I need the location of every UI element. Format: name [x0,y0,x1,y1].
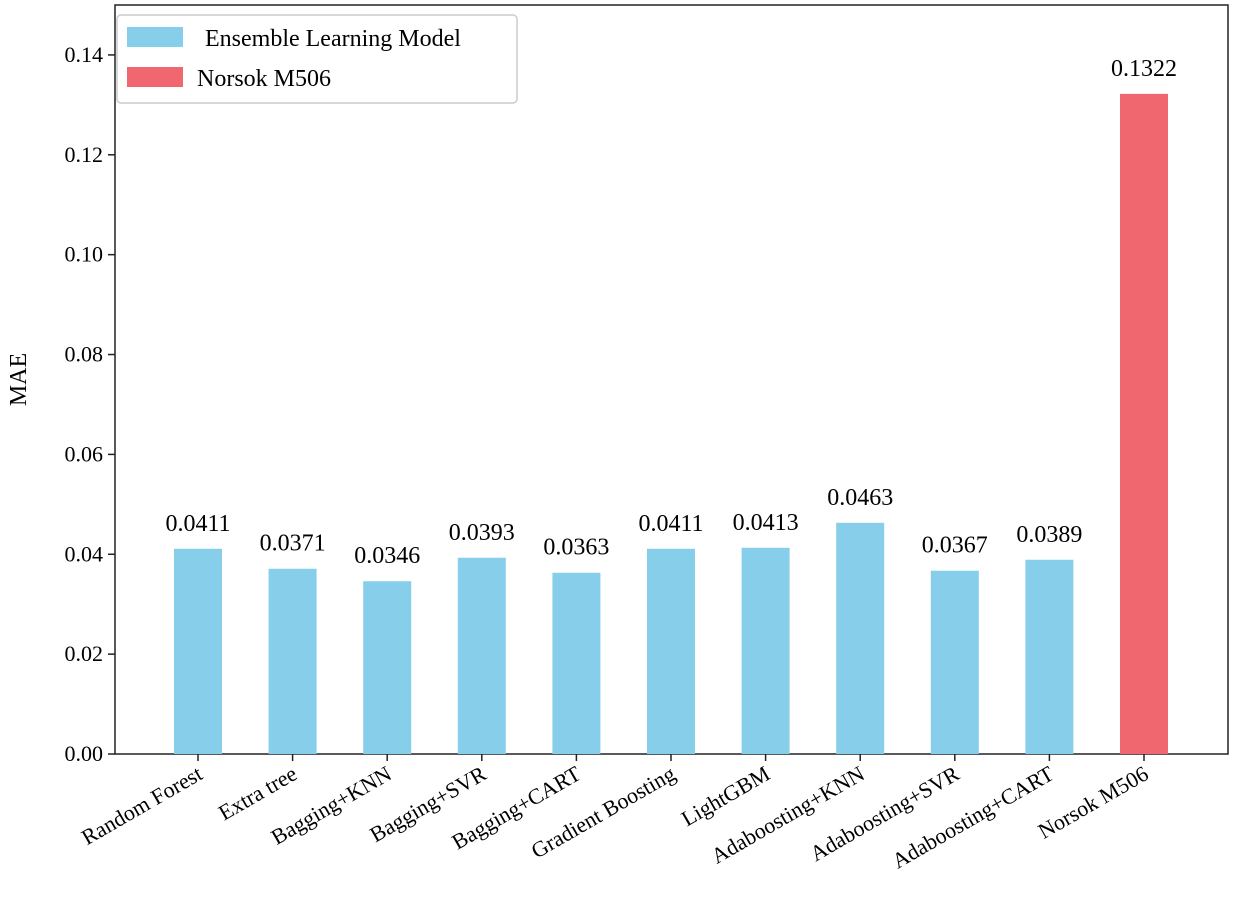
bar [268,568,317,754]
bar-value-label: 0.0389 [1016,522,1082,548]
bar-value-label: 0.0371 [260,531,326,557]
bar-value-label: 0.0363 [543,535,609,561]
y-tick-label: 0.08 [65,342,104,367]
bar-value-label: 0.0411 [638,511,703,537]
y-tick-label: 0.10 [65,242,104,267]
y-tick-label: 0.12 [65,142,104,167]
y-tick-label: 0.14 [65,42,104,67]
x-tick-label: Adaboosting+KNN [707,761,869,869]
bar [647,548,695,754]
legend-swatch [127,27,183,47]
bar [457,557,506,754]
x-axis: Random Forest Extra treeBagging+KNNBaggin… [77,754,1153,873]
bar [930,570,979,754]
value-labels: 0.0411 0.0371 0.0346 0.0393 0.0363 0.0411 0.04… [165,56,1177,569]
bars [174,93,1168,754]
bar-value-label: 0.0367 [922,533,988,559]
bar-value-label: 0.0411 [165,511,230,537]
y-axis-title: MAE [6,353,32,406]
legend-box [116,14,518,104]
legend-swatch [127,67,183,87]
x-tick-label: Random Forest [77,761,206,850]
bar-value-label: 0.1322 [1111,56,1177,82]
bar [836,522,885,754]
bar [174,548,222,754]
bar-value-label: 0.0413 [733,510,799,536]
bar [363,581,412,754]
legend: Ensemble Learning Model Norsok M506 [116,14,518,104]
bar [1120,93,1168,754]
bar-value-label: 0.0463 [827,485,893,511]
y-tick-label: 0.02 [65,641,104,666]
bar [741,547,790,754]
bar [1025,559,1074,754]
bar-value-label: 0.0393 [449,520,515,546]
bar [552,572,601,754]
legend-label: Ensemble Learning Model [205,26,461,52]
bar-value-label: 0.0346 [354,543,420,569]
y-tick-label: 0.04 [65,541,104,566]
x-tick-label: Adaboosting+CART [888,760,1059,873]
legend-label: Norsok M506 [197,66,331,92]
y-tick-label: 0.06 [65,441,104,466]
y-tick-label: 0.00 [65,741,104,766]
y-axis: 0.00 0.02 0.04 0.06 0.08 0.10 0.12 0.14 [65,42,115,766]
